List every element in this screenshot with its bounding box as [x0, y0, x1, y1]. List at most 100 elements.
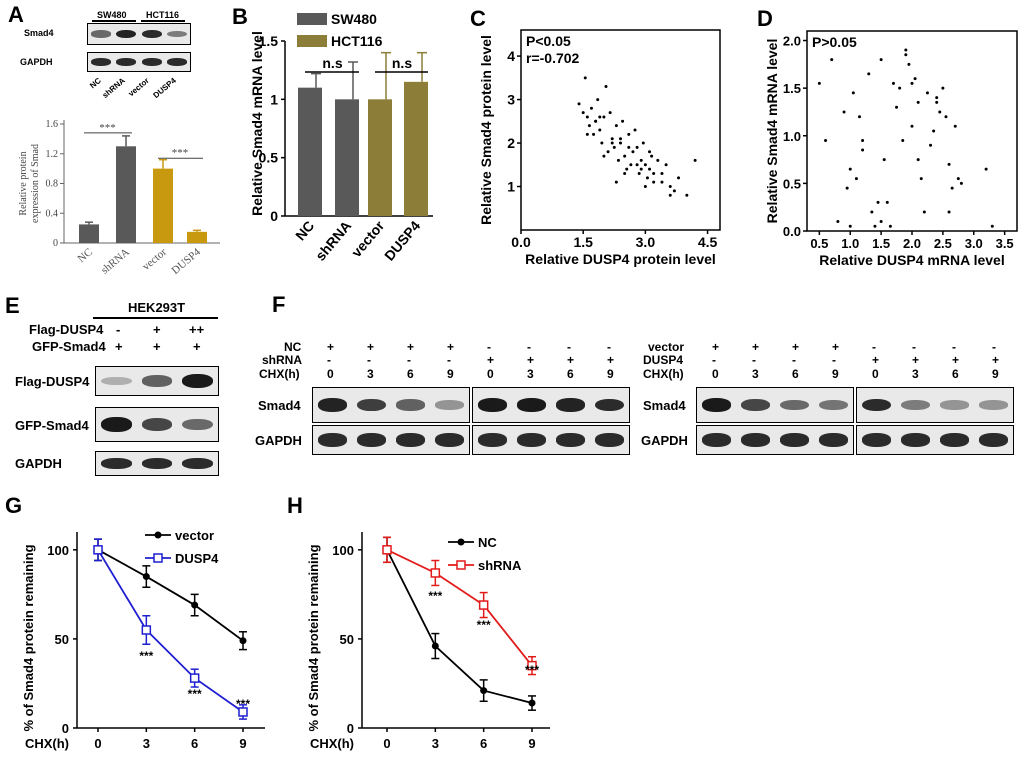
scatter-point	[916, 100, 920, 104]
panel-c-scatter: 0.0 1.5 3.0 4.5 1 2 3 4 Relative DUSP4 protein l…	[478, 29, 721, 267]
scatter-point	[648, 150, 652, 154]
x-tick-label: 4.5	[698, 234, 718, 250]
scatter-point	[882, 158, 886, 162]
blot-band	[818, 433, 849, 447]
mark: 6	[407, 367, 414, 381]
blot-band	[861, 433, 892, 447]
scatter-point	[817, 81, 821, 85]
scatter-point	[602, 154, 606, 158]
blot-header-sw480: SW480	[97, 10, 127, 20]
blot-band	[701, 433, 732, 447]
scatter-point	[870, 210, 874, 214]
mark: +	[367, 340, 375, 354]
blot-band	[594, 433, 625, 447]
significance-label: ***	[188, 687, 202, 701]
y-tick-label: 100	[47, 543, 69, 558]
condition-gfp-smad4: GFP-Smad4	[32, 339, 106, 354]
scatter-point	[925, 91, 929, 95]
scatter-point	[916, 158, 920, 162]
mark: 0	[327, 367, 334, 381]
scatter-point	[879, 219, 883, 223]
y-tick-label: 1.0	[783, 129, 801, 144]
scatter-point	[842, 110, 846, 114]
scatter-point	[621, 119, 625, 123]
x-tick-label: NC	[76, 246, 95, 265]
scatter-point	[616, 158, 620, 162]
scatter-point	[922, 210, 926, 214]
mark: 3	[367, 367, 374, 381]
scatter-point	[637, 171, 641, 175]
mark: -	[792, 353, 796, 367]
y-tick-label: 0	[347, 721, 354, 736]
scatter-point	[848, 224, 852, 228]
mark: 9	[447, 367, 454, 381]
scatter-point	[851, 91, 855, 95]
blot-row-flag-dusp4: Flag-DUSP4	[15, 374, 90, 389]
data-point	[480, 687, 488, 695]
mark: -	[367, 353, 371, 367]
scatter-point	[660, 180, 664, 184]
mark: +	[712, 340, 720, 354]
significance-label: ***	[428, 589, 442, 603]
scatter-point	[592, 132, 596, 136]
mark: +	[992, 353, 1000, 367]
x-tick-label: DUSP4	[381, 217, 423, 263]
mark: -	[952, 340, 956, 354]
smad4-blot-strip	[856, 387, 1014, 423]
blot-band	[141, 417, 173, 432]
y-axis-title: % of Smad4 protein remaining	[21, 544, 36, 731]
scatter-point	[585, 115, 589, 119]
scatter-point	[619, 141, 622, 145]
legend-marker	[153, 553, 163, 563]
data-point	[527, 660, 537, 671]
scatter-point	[577, 102, 581, 106]
blot-band	[477, 398, 508, 412]
scatter-point	[953, 124, 957, 128]
mark: +	[952, 353, 960, 367]
blot-band	[167, 30, 188, 38]
scatter-point	[660, 171, 664, 175]
blot-band	[167, 58, 188, 66]
annotation: P>0.05	[812, 34, 857, 50]
blot-band	[141, 375, 173, 387]
significance-label: ***	[236, 697, 250, 711]
series-line-shrna	[386, 549, 533, 667]
blot-row-gapdh: GAPDH	[641, 433, 688, 448]
scatter-point	[643, 185, 647, 189]
x-axis-title: CHX(h)	[25, 736, 69, 751]
scatter-point	[990, 224, 994, 228]
x-tick-label: 3	[432, 736, 439, 751]
scatter-point	[861, 148, 865, 152]
legend-label: NC	[478, 535, 497, 550]
gapdh-blot-strip	[312, 425, 470, 455]
y-tick-label: 50	[55, 632, 69, 647]
bar-vector	[368, 99, 392, 216]
scatter-point	[888, 224, 892, 228]
blot-band	[939, 400, 970, 410]
mark: 3	[752, 367, 759, 381]
smad4-blot-strip	[696, 387, 854, 423]
data-point	[478, 600, 489, 610]
x-tick-label: 6	[191, 736, 198, 751]
panel-label-e: E	[5, 293, 20, 318]
x-tick-label: 9	[528, 736, 535, 751]
y-tick-label: 0.8	[46, 179, 59, 190]
y-tick-label: 1.6	[46, 119, 59, 130]
mark: 3	[527, 367, 534, 381]
panel-a-bar-chart: 0 0.4 0.8 1.2 1.6 Relative proteinexpression …	[18, 119, 220, 277]
blot-band	[317, 433, 348, 447]
gapdh-blot-strip	[87, 52, 191, 72]
smad4-blot-strip	[87, 23, 191, 45]
scatter-point	[652, 180, 656, 184]
x-tick-label: 2.0	[903, 236, 921, 251]
scatter-point	[950, 186, 954, 190]
y-tick-label: 0.5	[259, 150, 279, 166]
blot-band	[978, 400, 1009, 410]
gfp-smad4-blot-strip	[95, 407, 219, 442]
scatter-point	[932, 129, 936, 133]
y-axis-title-line: expression of Smad	[30, 144, 41, 223]
mark: -	[567, 340, 571, 354]
mark: +	[872, 353, 880, 367]
scatter-point	[641, 141, 645, 145]
